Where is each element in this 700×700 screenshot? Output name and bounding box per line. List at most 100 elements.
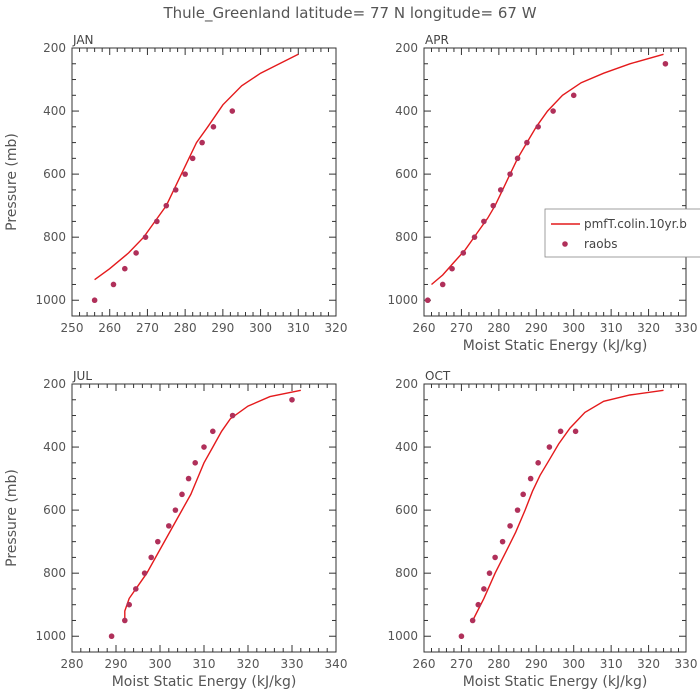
x-tick-label: 340 xyxy=(325,657,348,671)
raobs-point xyxy=(172,507,179,513)
x-tick-label: 260 xyxy=(413,321,436,335)
raobs-point xyxy=(535,124,541,130)
raobs-point xyxy=(520,491,526,498)
x-axis-label: Moist Static Energy (kJ/kg) xyxy=(463,674,648,690)
y-tick-label: 1000 xyxy=(387,629,418,643)
raobs-point xyxy=(210,428,216,435)
y-tick-label: 800 xyxy=(395,566,418,580)
series-line-pmft xyxy=(124,389,301,621)
raobs-point xyxy=(507,171,513,177)
y-tick-label: 400 xyxy=(395,440,418,454)
raobs-point xyxy=(210,124,217,130)
raobs-point xyxy=(141,570,148,576)
raobs-point xyxy=(514,507,521,513)
legend-marker-swatch xyxy=(562,241,568,247)
raobs-point xyxy=(546,444,553,450)
panel-label: OCT xyxy=(425,369,451,383)
y-tick-label: 600 xyxy=(395,503,418,517)
y-tick-label: 400 xyxy=(43,104,66,118)
raobs-point xyxy=(154,218,160,225)
raobs-point xyxy=(289,396,295,403)
panel-label: JUL xyxy=(72,369,92,383)
raobs-point xyxy=(91,297,98,304)
y-tick-label: 400 xyxy=(43,440,66,454)
x-tick-label: 300 xyxy=(149,657,172,671)
raobs-point xyxy=(449,265,455,272)
raobs-point xyxy=(499,538,506,545)
panel-apr: APR 260 270 280 290 300 310 320 330 200 400 600 800 1… xyxy=(387,33,697,354)
series-line-pmft xyxy=(472,389,664,621)
x-tick-label: 330 xyxy=(281,657,304,671)
x-tick-label: 330 xyxy=(675,321,698,335)
x-tick-label: 260 xyxy=(413,657,436,671)
y-axis-label: Pressure (mb) xyxy=(4,133,20,231)
x-tick-label: 290 xyxy=(105,657,128,671)
plot-frame xyxy=(71,383,337,653)
y-tick-label: 1000 xyxy=(35,293,66,307)
x-tick-label: 310 xyxy=(193,657,216,671)
x-tick-label: 290 xyxy=(525,321,548,335)
raobs-point xyxy=(192,460,198,466)
x-tick-label: 290 xyxy=(525,657,548,671)
raobs-point xyxy=(166,523,172,529)
panel-jan: JAN 250 260 270 280 290 300 310 320 200 400 600 800 1… xyxy=(4,33,347,335)
x-tick-label: 300 xyxy=(562,321,585,335)
raobs-point xyxy=(527,475,534,482)
raobs-point xyxy=(469,617,476,624)
raobs-point xyxy=(572,428,579,435)
raobs-point xyxy=(155,538,161,545)
raobs-point xyxy=(570,92,577,99)
x-tick-label: 280 xyxy=(487,657,510,671)
y-tick-label: 1000 xyxy=(387,293,418,307)
raobs-point xyxy=(475,601,482,608)
raobs-point xyxy=(490,202,497,209)
y-tick-label: 800 xyxy=(395,230,418,244)
y-tick-label: 200 xyxy=(395,377,418,391)
x-axis-label: Moist Static Energy (kJ/kg) xyxy=(112,674,297,690)
x-tick-label: 270 xyxy=(136,321,159,335)
x-tick-label: 320 xyxy=(637,657,660,671)
raobs-point xyxy=(550,108,556,114)
y-tick-label: 200 xyxy=(43,377,66,391)
raobs-point xyxy=(182,171,188,177)
y-tick-label: 600 xyxy=(395,167,418,181)
x-tick-label: 300 xyxy=(249,321,272,335)
x-tick-label: 280 xyxy=(174,321,197,335)
plot-frame xyxy=(423,383,687,653)
legend-marker-label: raobs xyxy=(584,237,618,251)
raobs-point xyxy=(179,491,185,498)
raobs-point xyxy=(126,601,132,608)
legend-line-label: pmfT.colin.10yr.b xyxy=(584,217,687,231)
y-tick-label: 200 xyxy=(43,41,66,55)
raobs-point xyxy=(486,570,493,576)
x-tick-label: 280 xyxy=(61,657,84,671)
raobs-point xyxy=(471,234,478,240)
raobs-point xyxy=(497,187,504,193)
y-tick-label: 800 xyxy=(43,230,66,244)
raobs-point xyxy=(142,234,149,240)
raobs-point xyxy=(172,187,179,193)
raobs-point xyxy=(458,633,465,640)
y-tick-label: 800 xyxy=(43,566,66,580)
raobs-point xyxy=(229,108,236,114)
panel-oct: OCT 260 270 280 290 300 310 320 330 200 400 600 800 1… xyxy=(387,369,697,690)
x-tick-label: 320 xyxy=(637,321,660,335)
raobs-point xyxy=(507,523,513,529)
panel-label: JAN xyxy=(72,33,94,47)
legend-box xyxy=(544,208,700,258)
raobs-point xyxy=(189,155,196,162)
raobs-point xyxy=(133,250,139,256)
x-tick-label: 300 xyxy=(562,657,585,671)
raobs-point xyxy=(557,428,564,435)
raobs-point xyxy=(201,444,207,450)
panels: JAN 250 260 270 280 290 300 310 320 200 400 600 800 1… xyxy=(4,33,700,690)
x-tick-label: 270 xyxy=(450,321,473,335)
x-tick-label: 320 xyxy=(237,657,260,671)
panel-jul: JUL 280 290 300 310 320 330 340 200 400 600 800 1000… xyxy=(4,369,347,690)
y-tick-label: 200 xyxy=(395,41,418,55)
x-tick-label: 270 xyxy=(450,657,473,671)
raobs-point xyxy=(122,265,128,272)
x-tick-label: 250 xyxy=(61,321,84,335)
figure-title: Thule_Greenland latitude= 77 N longitude… xyxy=(162,4,536,23)
